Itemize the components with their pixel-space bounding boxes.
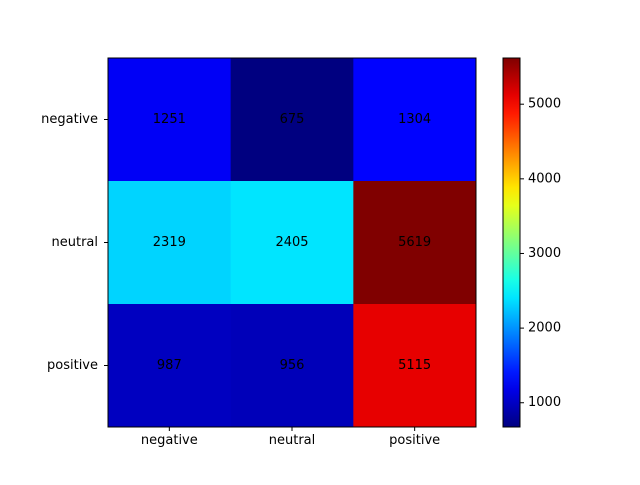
heatmap-cells (108, 58, 477, 428)
colorbar-tick-label: 2000 (528, 321, 561, 336)
cell-value-label: 987 (157, 358, 182, 373)
heatmap-cell-0-2 (353, 58, 477, 182)
colorbar-tick-label: 3000 (528, 246, 561, 261)
colorbar-tick-label: 4000 (528, 171, 561, 186)
x-tick-label: neutral (269, 433, 316, 448)
heatmap-cell-2-0 (108, 304, 232, 428)
cell-value-label: 2405 (275, 235, 308, 250)
cell-value-label: 1251 (153, 112, 186, 127)
y-tick-label: negative (41, 112, 98, 127)
heatmap-cell-2-2 (353, 304, 477, 428)
colorbar-tick-label: 1000 (528, 395, 561, 410)
colorbar-frame (502, 57, 521, 428)
cell-value-label: 675 (280, 112, 305, 127)
heatmap-cell-2-1 (230, 304, 354, 428)
heatmap-cell-1-2 (353, 181, 477, 305)
colorbar-gradient (503, 58, 520, 427)
y-tick-label: positive (47, 358, 98, 373)
cell-value-label: 2319 (153, 235, 186, 250)
x-tick-label: negative (141, 433, 198, 448)
colorbar: 1000 2000 3000 4000 5000 (502, 57, 561, 428)
heatmap-cell-labels: 1251 675 1304 2319 2405 5619 987 956 5115 (153, 112, 431, 373)
cell-value-label: 1304 (398, 112, 431, 127)
y-axis-ticks: negative neutral positive (41, 112, 108, 373)
y-tick-label: neutral (52, 235, 99, 250)
heatmap-cell-0-1 (230, 58, 354, 182)
x-axis-ticks: negative neutral positive (141, 427, 440, 448)
colorbar-tick-label: 5000 (528, 97, 561, 112)
cell-value-label: 5115 (398, 358, 431, 373)
cell-value-label: 956 (280, 358, 305, 373)
heatmap-cell-0-0 (108, 58, 232, 182)
x-tick-label: positive (389, 433, 440, 448)
cell-value-label: 5619 (398, 235, 431, 250)
heatmap-cell-1-1 (230, 181, 354, 305)
heatmap-cell-1-0 (108, 181, 232, 305)
